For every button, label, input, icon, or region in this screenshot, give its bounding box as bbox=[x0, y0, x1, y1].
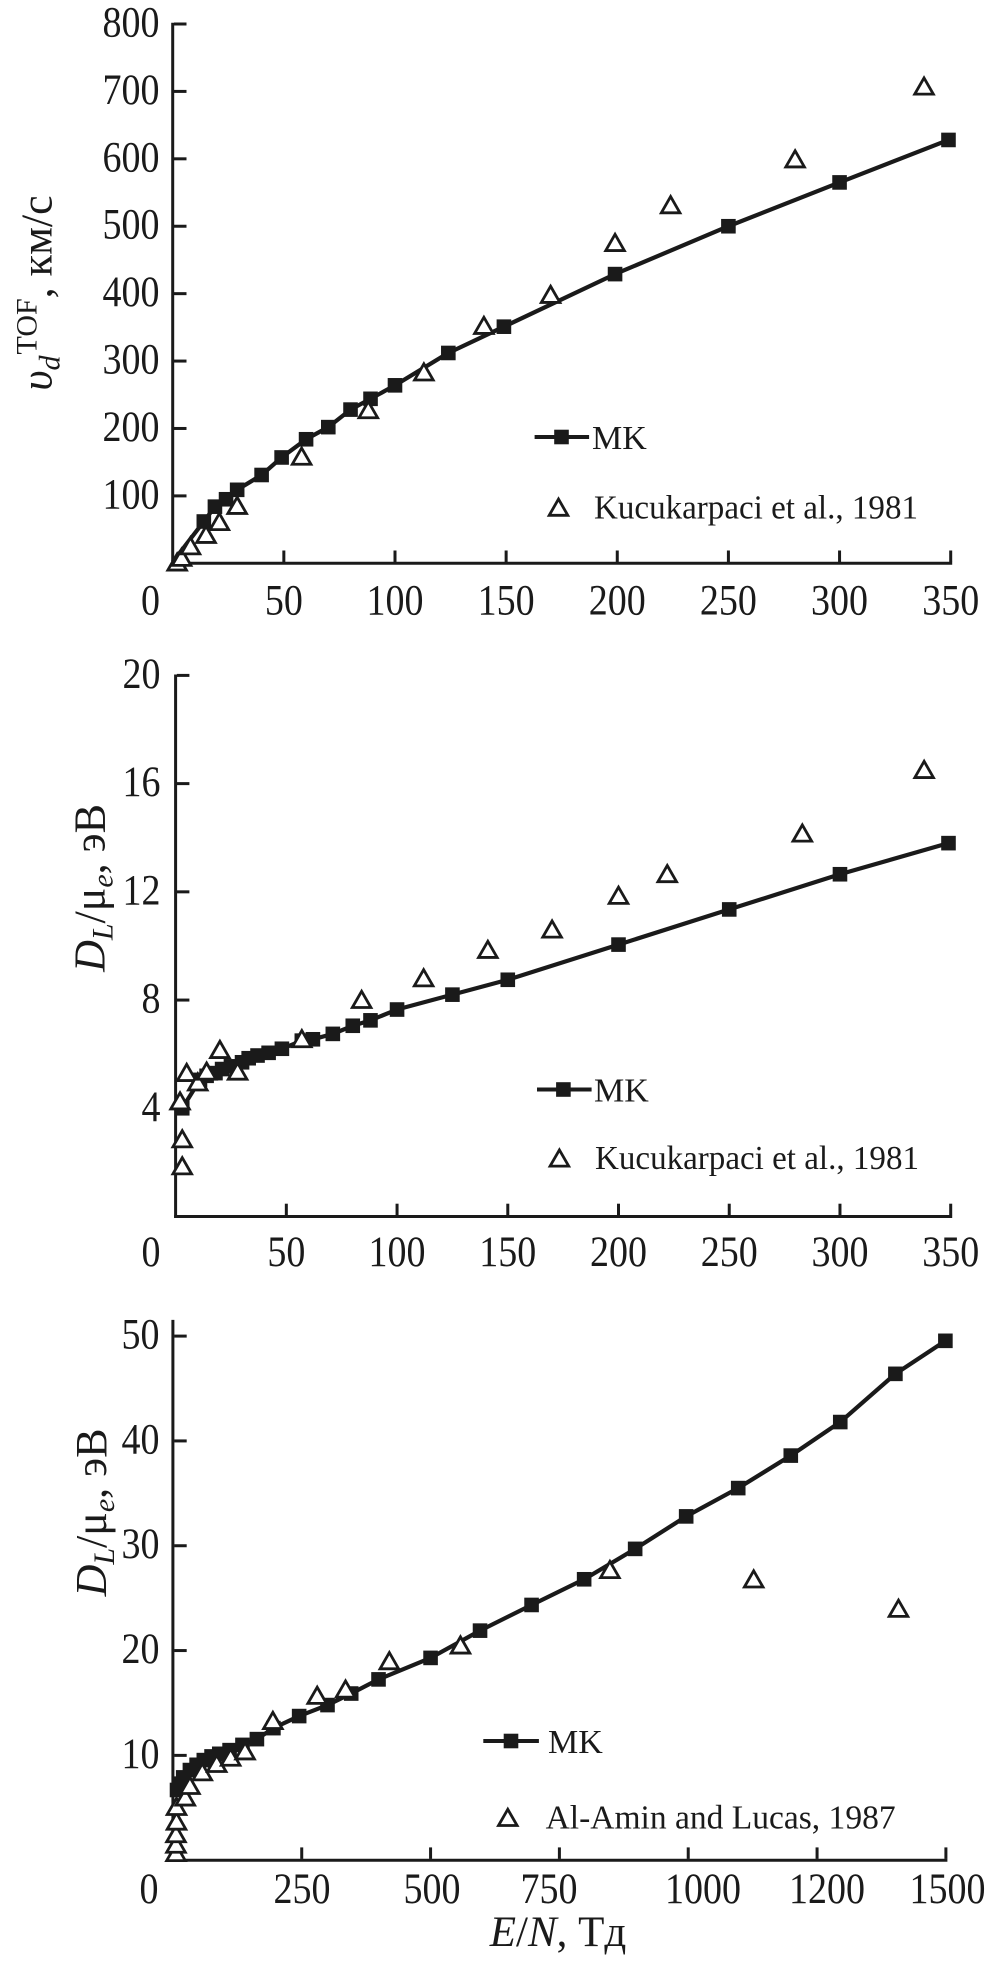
svg-text:16: 16 bbox=[123, 758, 161, 806]
svg-text:150: 150 bbox=[479, 1228, 536, 1276]
svg-text:10: 10 bbox=[122, 1730, 160, 1778]
svg-text:0: 0 bbox=[141, 577, 160, 625]
svg-text:MK: MK bbox=[548, 1724, 603, 1761]
svg-text:150: 150 bbox=[478, 577, 535, 625]
svg-text:4: 4 bbox=[142, 1083, 161, 1131]
svg-text:200: 200 bbox=[103, 403, 160, 451]
svg-text:E/N, Тд: E/N, Тд bbox=[489, 1909, 627, 1956]
svg-text:250: 250 bbox=[701, 1228, 758, 1276]
svg-text:MK: MK bbox=[594, 1072, 649, 1109]
svg-text:200: 200 bbox=[589, 577, 646, 625]
svg-text:1500: 1500 bbox=[910, 1865, 986, 1913]
svg-text:350: 350 bbox=[922, 577, 979, 625]
svg-text:Al-Amin and Lucas, 1987: Al-Amin and Lucas, 1987 bbox=[546, 1800, 896, 1837]
svg-text:350: 350 bbox=[922, 1228, 979, 1276]
svg-text:800: 800 bbox=[103, 0, 160, 47]
svg-text:20: 20 bbox=[122, 1625, 160, 1673]
svg-text:400: 400 bbox=[103, 268, 160, 316]
svg-text:1000: 1000 bbox=[665, 1865, 741, 1913]
svg-text:50: 50 bbox=[267, 1228, 305, 1276]
svg-text:MK: MK bbox=[592, 420, 647, 457]
svg-text:Kucukarpaci et al., 1981: Kucukarpaci et al., 1981 bbox=[594, 489, 918, 526]
svg-text:100: 100 bbox=[366, 577, 423, 625]
svg-text:DL/μe, эВ: DL/μe, эВ bbox=[67, 1429, 121, 1598]
svg-text:0: 0 bbox=[140, 1865, 159, 1913]
svg-text:100: 100 bbox=[103, 470, 160, 518]
svg-text:20: 20 bbox=[123, 650, 161, 698]
svg-text:8: 8 bbox=[142, 975, 161, 1023]
svg-text:500: 500 bbox=[404, 1865, 461, 1913]
svg-text:700: 700 bbox=[103, 66, 160, 114]
svg-text:50: 50 bbox=[122, 1311, 160, 1359]
svg-text:600: 600 bbox=[103, 133, 160, 181]
svg-text:300: 300 bbox=[103, 336, 160, 384]
svg-text:300: 300 bbox=[811, 577, 868, 625]
svg-text:100: 100 bbox=[369, 1228, 426, 1276]
svg-text:250: 250 bbox=[274, 1865, 331, 1913]
svg-text:300: 300 bbox=[811, 1228, 868, 1276]
svg-text:200: 200 bbox=[590, 1228, 647, 1276]
svg-text:50: 50 bbox=[265, 577, 303, 625]
svg-text:500: 500 bbox=[103, 201, 160, 249]
svg-text:υdTOF, км/с: υdTOF, км/с bbox=[11, 195, 67, 390]
svg-text:0: 0 bbox=[142, 1228, 161, 1276]
svg-text:1200: 1200 bbox=[789, 1865, 865, 1913]
svg-text:Kucukarpaci et al., 1981: Kucukarpaci et al., 1981 bbox=[595, 1140, 919, 1177]
svg-text:30: 30 bbox=[122, 1520, 160, 1568]
svg-text:DL/μe, эВ: DL/μe, эВ bbox=[66, 804, 120, 973]
svg-text:12: 12 bbox=[123, 866, 161, 914]
svg-text:40: 40 bbox=[122, 1415, 160, 1463]
svg-text:750: 750 bbox=[521, 1865, 578, 1913]
svg-text:250: 250 bbox=[700, 577, 757, 625]
